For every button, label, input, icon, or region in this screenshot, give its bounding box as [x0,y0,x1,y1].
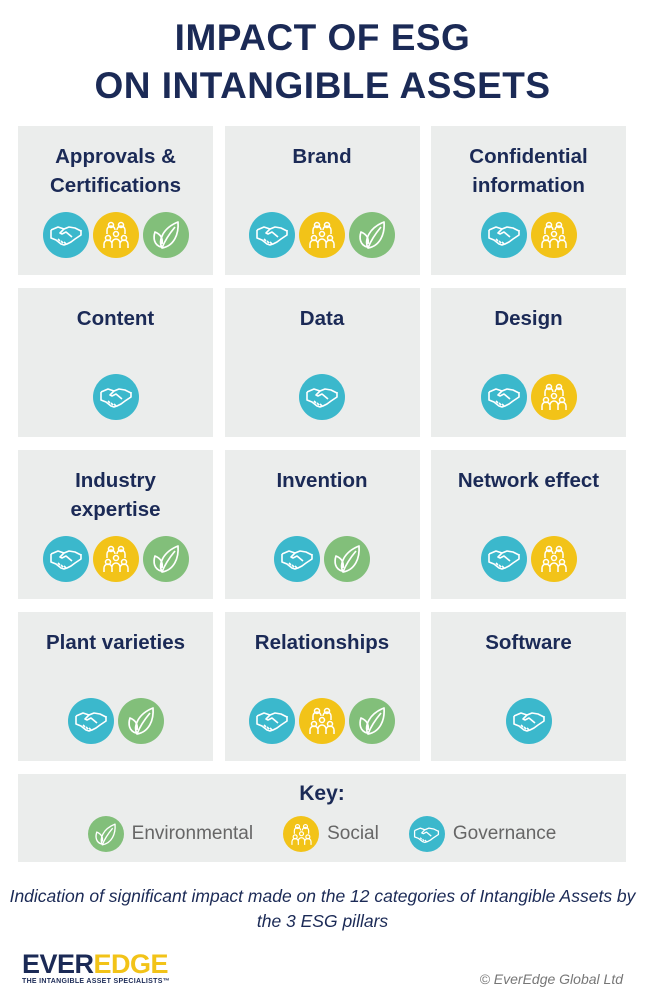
key-label: Governance [452,823,557,844]
category-card: Brand [224,126,420,275]
category-card: Design [431,288,626,437]
key-label: Social [327,823,379,844]
category-label: Content [76,307,155,330]
category-grid: Approvals & Certifications Brand Confident… [18,126,626,761]
category-card: Confidential information [431,126,626,275]
category-card: Approvals & Certifications [18,126,213,275]
category-card: Data [224,288,420,437]
category-card: Relationships [224,612,420,761]
title-line-1: IMPACT OF ESG [174,17,471,58]
pillar-icons [431,212,626,258]
category-label: Design [494,307,563,330]
handshake-icon [42,212,89,258]
leaf-icon [142,536,189,582]
category-label: Data [299,307,345,330]
leaf-icon [349,212,395,258]
handshake-icon [480,374,527,420]
handshake-icon [480,212,527,258]
category-card: Industry expertise [18,450,213,599]
leaf-icon [324,536,370,582]
pillar-icons [18,212,213,258]
handshake-icon [67,698,114,744]
logo-edge: EDGE [93,949,169,979]
people-group-icon [92,536,139,582]
copyright: © EverEdge Global Ltd [479,971,623,987]
people-group-icon [530,374,577,420]
category-label: Plant varieties [45,631,185,654]
pillar-icons [18,374,213,420]
everedge-logo: EVEREDGE THE INTANGIBLE ASSET SPECIALIST… [22,950,170,985]
people-group-icon [92,212,139,258]
category-card: Plant varieties [18,612,213,761]
category-label: Software [485,631,572,654]
title-line-2: ON INTANGIBLE ASSETS [94,65,551,106]
pillar-icons [431,698,626,744]
pillar-icons [431,374,626,420]
category-card: Network effect [431,450,626,599]
category-label: Approvals & Certifications [50,145,181,197]
category-label: Network effect [457,469,600,492]
leaf-icon [117,698,164,744]
caption: Indication of significant impact made on… [9,886,636,931]
pillar-icons [225,212,420,258]
category-label: Confidential information [469,145,588,197]
pillar-icons [225,536,420,582]
handshake-icon [299,374,345,420]
handshake-icon [480,536,527,582]
category-card: Invention [224,450,420,599]
key-item-environmental: Environmental [87,816,254,852]
category-label: Brand [292,145,352,168]
handshake-icon [505,698,552,744]
handshake-icon [42,536,89,582]
handshake-icon [408,816,445,852]
key-title: Key: [299,782,345,805]
leaf-icon [142,212,189,258]
pillar-icons [18,698,213,744]
pillar-icons [225,698,420,744]
people-group-icon [530,536,577,582]
pillar-icons [431,536,626,582]
category-card: Content [18,288,213,437]
people-group-icon [299,212,345,258]
key-item-social: Social [283,816,379,852]
pillar-icons [225,374,420,420]
leaf-icon [349,698,395,744]
pillar-icons [18,536,213,582]
key-panel: Key: Environmental Social Governance [18,774,626,862]
key-items: Environmental Social Governance [18,816,626,852]
category-card: Software [431,612,626,761]
handshake-icon [249,698,295,744]
handshake-icon [249,212,295,258]
key-item-governance: Governance [408,816,557,852]
people-group-icon [299,698,345,744]
handshake-icon [274,536,320,582]
people-group-icon [530,212,577,258]
handshake-icon [92,374,139,420]
logo-tagline: THE INTANGIBLE ASSET SPECIALISTS™ [22,978,170,985]
page-title: IMPACT OF ESG ON INTANGIBLE ASSETS [0,14,645,110]
people-group-icon [283,816,320,852]
category-label: Relationships [254,631,390,654]
category-label: Invention [276,469,368,492]
category-label: Industry expertise [70,469,161,521]
key-label: Environmental [131,823,254,844]
logo-ever: EVER [22,949,94,979]
leaf-icon [87,816,124,852]
